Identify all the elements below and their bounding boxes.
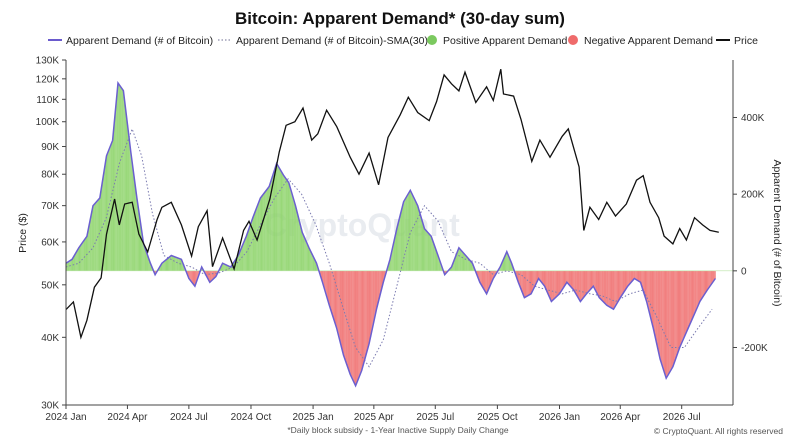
left-tick-label: 130K — [36, 56, 60, 67]
x-tick-label: 2026 Apr — [600, 412, 641, 423]
x-tick-label: 2026 Jul — [663, 412, 701, 423]
x-axis-ticks: 2024 Jan 2024 Apr 2024 Jul 2024 Oct 2025 Jan… — [45, 405, 701, 423]
legend-label: Positive Apparent Demand — [443, 35, 567, 47]
chart-title: Bitcoin: Apparent Demand* (30-day sum) — [235, 9, 565, 28]
price-line — [65, 69, 719, 340]
left-tick-label: 60K — [41, 237, 59, 248]
x-tick-label: 2025 Jan — [293, 412, 334, 423]
left-tick-label: 40K — [41, 333, 59, 344]
x-tick-label: 2025 Oct — [477, 412, 518, 423]
x-tick-label: 2026 Jan — [539, 412, 580, 423]
left-tick-label: 50K — [41, 280, 59, 291]
x-tick-label: 2025 Jul — [416, 412, 454, 423]
left-tick-label: 80K — [41, 170, 59, 181]
legend-label: Price — [734, 35, 758, 47]
x-tick-label: 2024 Oct — [231, 412, 272, 423]
right-tick-label: 0 — [741, 266, 747, 277]
sma-line — [65, 127, 713, 368]
legend-label: Apparent Demand (# of Bitcoin) — [66, 35, 213, 47]
left-tick-label: 100K — [36, 117, 60, 128]
left-tick-label: 30K — [41, 401, 59, 412]
legend-swatch-dot — [568, 35, 578, 45]
left-tick-label: 120K — [36, 74, 60, 85]
right-axis-ticks: 400K 200K 0 -200K — [733, 113, 768, 354]
legend-label: Apparent Demand (# of Bitcoin)-SMA(30) — [236, 35, 428, 47]
right-tick-label: -200K — [741, 343, 768, 354]
copyright-credit: © CryptoQuant. All rights reserved — [654, 426, 783, 436]
left-axis-label: Price ($) — [17, 213, 29, 253]
legend-swatch-dot — [427, 35, 437, 45]
left-tick-label: 110K — [36, 95, 59, 106]
left-axis-ticks: 130K 120K 110K 100K 90K 80K 70K 60K 50K 40K 30K — [36, 56, 66, 412]
x-tick-label: 2024 Apr — [107, 412, 148, 423]
legend-label: Negative Apparent Demand — [584, 35, 713, 47]
right-tick-label: 200K — [741, 190, 765, 201]
series-lines — [65, 69, 719, 388]
left-tick-label: 90K — [41, 142, 59, 153]
footnote: *Daily block subsidy - 1-Year Inactive S… — [287, 425, 509, 435]
x-tick-label: 2025 Apr — [354, 412, 395, 423]
demand-bars — [65, 84, 733, 386]
right-tick-label: 400K — [741, 113, 765, 124]
chart-legend: Apparent Demand (# of Bitcoin) Apparent D… — [48, 35, 758, 47]
x-tick-label: 2024 Jul — [170, 412, 208, 423]
left-tick-label: 70K — [41, 201, 59, 212]
apparent-demand-line — [65, 80, 717, 388]
x-tick-label: 2024 Jan — [45, 412, 86, 423]
right-axis-label: Apparent Demand (# of Bitcoin) — [771, 159, 783, 306]
